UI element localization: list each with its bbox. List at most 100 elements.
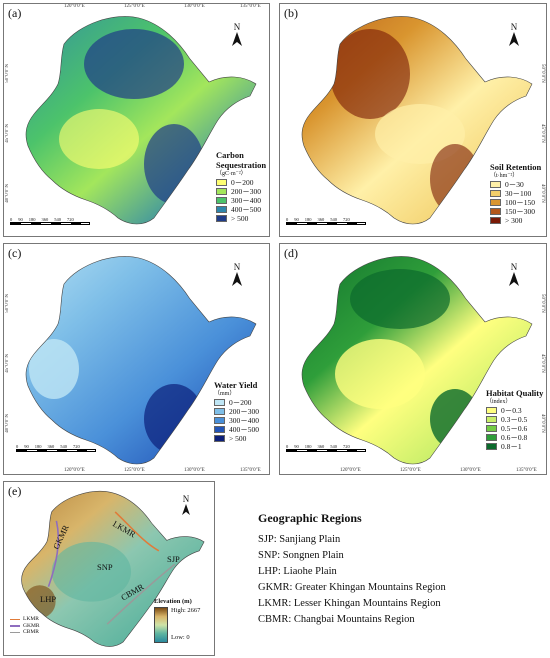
legend-swatch bbox=[490, 190, 501, 197]
legend-unit: （gC·m⁻²） bbox=[216, 171, 247, 177]
panel-label: (b) bbox=[284, 6, 298, 20]
elevation-gradient bbox=[154, 607, 168, 643]
scale-tick-label: 540 bbox=[330, 444, 337, 449]
legend-swatch bbox=[216, 197, 227, 204]
carbon-sequestration-legend: Carbon Sequestration （gC·m⁻²） 0－200 200－3… bbox=[216, 150, 269, 223]
legend-unit: （index） bbox=[486, 399, 512, 405]
longitude-label: 135°0′0″E bbox=[240, 468, 261, 473]
legend-item: 0－0.3 bbox=[486, 406, 543, 415]
north-arrow-icon: N bbox=[179, 494, 193, 515]
north-arrow-icon: N bbox=[230, 262, 244, 286]
legend-swatch bbox=[486, 443, 497, 450]
scale-tick-label: 720 bbox=[67, 217, 74, 222]
panel-label: (c) bbox=[8, 246, 22, 260]
north-label: N bbox=[510, 22, 518, 32]
legend-swatch bbox=[216, 179, 227, 186]
legend-title: Water Yield bbox=[214, 380, 258, 390]
legend-item: 0.6－0.8 bbox=[486, 433, 543, 442]
legend-label: 200－300 bbox=[229, 407, 259, 416]
legend-label: 400－500 bbox=[231, 205, 261, 214]
geographic-region-item: SJP: Sanjiang Plain bbox=[258, 534, 341, 545]
latitude-label: 50°0′0″N bbox=[540, 64, 545, 83]
legend-item: 0－200 bbox=[216, 178, 269, 187]
legend-item: 150－300 bbox=[490, 207, 541, 216]
geographic-region-item: CBMR: Changbai Mountains Region bbox=[258, 614, 415, 625]
scale-tick-label: 90 bbox=[294, 217, 299, 222]
panel-b-soil-retention: (b) 50°0′0″N 45°0′0″N 40°0′0″N N Soil Re… bbox=[279, 3, 547, 237]
line-swatch bbox=[10, 631, 20, 633]
scale-tick-label: 360 bbox=[317, 444, 325, 449]
legend-swatch bbox=[486, 434, 497, 441]
geographic-region-item: LHP: Liaohe Plain bbox=[258, 566, 337, 577]
legend-item: > 300 bbox=[490, 216, 541, 225]
legend-item: 300－400 bbox=[214, 416, 259, 425]
legend-item: 200－300 bbox=[214, 407, 259, 416]
geographic-region-item: LKMR: Lesser Khingan Mountains Region bbox=[258, 598, 441, 609]
legend-item: 400－500 bbox=[214, 425, 259, 434]
longitude-label: 130°0′0″E bbox=[460, 468, 481, 473]
north-arrow-icon: N bbox=[507, 22, 521, 46]
north-arrow-icon: N bbox=[230, 22, 244, 46]
longitude-label: 120°0′0″E bbox=[64, 468, 85, 473]
legend-title: Carbon Sequestration bbox=[216, 150, 267, 170]
elevation-high: High: 2667 bbox=[171, 607, 201, 614]
longitude-label: 120°0′0″E bbox=[340, 468, 361, 473]
legend-title: Soil Retention bbox=[490, 162, 542, 172]
water-yield-legend: Water Yield （mm） 0－200 200－300 300－400 400－… bbox=[214, 380, 259, 443]
scale-tick-label: 180 bbox=[304, 217, 312, 222]
legend-swatch bbox=[486, 416, 497, 423]
legend-swatch bbox=[486, 407, 497, 414]
legend-label: 300－400 bbox=[229, 416, 259, 425]
scale-tick-label: 720 bbox=[343, 444, 350, 449]
north-label: N bbox=[233, 262, 241, 272]
scale-tick-label: 720 bbox=[73, 444, 80, 449]
scale-tick-label: 360 bbox=[317, 217, 325, 222]
line-swatch bbox=[10, 618, 20, 620]
legend-label: > 500 bbox=[229, 434, 247, 443]
line-swatch bbox=[10, 625, 20, 627]
legend-item: > 500 bbox=[214, 434, 259, 443]
legend-swatch bbox=[490, 199, 501, 206]
region-label-sjp: SJP bbox=[167, 554, 180, 564]
elevation-legend: Elevation (m) High: 2667 Low: 0 bbox=[154, 598, 200, 643]
scale-bar: 0 90 180 360 540 720 bbox=[286, 444, 366, 452]
legend-title: Habitat Quality bbox=[486, 388, 544, 398]
legend-swatch bbox=[216, 188, 227, 195]
legend-label: 0.3－0.5 bbox=[501, 415, 528, 424]
scale-tick-label: 180 bbox=[28, 217, 36, 222]
legend-swatch bbox=[490, 181, 501, 188]
legend-label: 150－300 bbox=[505, 207, 535, 216]
north-label: N bbox=[510, 262, 518, 272]
legend-unit: （t·hm⁻²） bbox=[490, 173, 519, 179]
scale-bar: 0 90 180 360 540 720 bbox=[16, 444, 96, 452]
legend-swatch bbox=[216, 215, 227, 222]
scale-tick-label: 90 bbox=[18, 217, 23, 222]
legend-item: 0－200 bbox=[214, 398, 259, 407]
soil-retention-legend: Soil Retention （t·hm⁻²） 0－30 30－100 100－15… bbox=[490, 162, 541, 225]
line-legend-item: LKMR bbox=[10, 616, 40, 623]
panel-label: (a) bbox=[8, 6, 22, 20]
legend-item: 0－30 bbox=[490, 180, 541, 189]
longitude-label: 120°0′0″E bbox=[64, 4, 85, 9]
geographic-region-item: GKMR: Greater Khingan Mountains Region bbox=[258, 582, 446, 593]
geographic-regions-title: Geographic Regions bbox=[258, 511, 362, 525]
latitude-label: 40°0′0″N bbox=[540, 184, 545, 203]
line-legend-item: CBMR bbox=[10, 629, 40, 636]
scale-tick-label: 540 bbox=[330, 217, 337, 222]
legend-item: 0.5－0.6 bbox=[486, 424, 543, 433]
legend-label: 200－300 bbox=[231, 187, 261, 196]
line-legend-label: CBMR bbox=[23, 629, 39, 635]
legend-item: 100－150 bbox=[490, 198, 541, 207]
scale-tick-label: 90 bbox=[294, 444, 299, 449]
longitude-label: 125°0′0″E bbox=[124, 4, 145, 9]
habitat-quality-legend: Habitat Quality （index） 0－0.3 0.3－0.5 0.5－… bbox=[486, 388, 543, 451]
north-label: N bbox=[233, 22, 241, 32]
legend-label: > 300 bbox=[505, 216, 523, 225]
scale-bar: 0 90 180 360 540 720 bbox=[10, 217, 90, 225]
panel-d-habitat-quality: (d) 50°0′0″N 45°0′0″N 40°0′0″N 120°0′0″E… bbox=[279, 243, 547, 475]
legend-label: 0.5－0.6 bbox=[501, 424, 528, 433]
legend-label: 0－0.3 bbox=[501, 406, 522, 415]
panel-a-carbon-sequestration: (a) 120°0′0″E 125°0′0″E 130°0′0″E 135°0′… bbox=[3, 3, 270, 237]
north-arrow-icon: N bbox=[507, 262, 521, 286]
legend-swatch bbox=[214, 408, 225, 415]
